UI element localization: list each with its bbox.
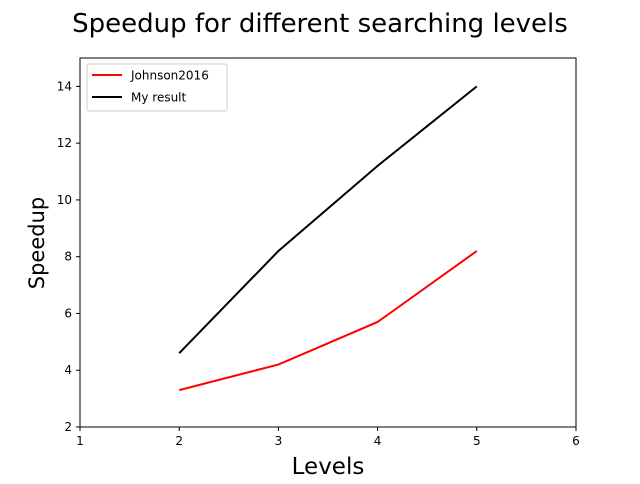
- y-tick-label: 10: [57, 193, 72, 207]
- y-tick-label: 14: [57, 79, 72, 93]
- y-tick-label: 12: [57, 136, 72, 150]
- x-axis: 1 2 3 4 5 6: [76, 427, 580, 448]
- series-line-1: [178, 250, 478, 392]
- y-tick-label: 6: [64, 306, 72, 320]
- x-tick-label: 2: [175, 434, 183, 448]
- y-tick-label: 8: [64, 250, 72, 264]
- y-axis: 2 4 6 8 10 12 14: [57, 79, 80, 434]
- x-tick-label: 3: [275, 434, 283, 448]
- plot-frame: [79, 57, 577, 428]
- x-tick-label: 6: [572, 434, 580, 448]
- x-tick-label: 4: [374, 434, 382, 448]
- x-axis-label: Levels: [292, 454, 365, 480]
- plot-area: [178, 85, 478, 392]
- y-axis-label: Speedup: [25, 197, 49, 289]
- legend: Johnson2016 My result: [86, 63, 228, 112]
- x-tick-label: 1: [76, 434, 84, 448]
- legend-label: Johnson2016: [130, 69, 209, 83]
- chart-title: Speedup for different searching levels: [72, 9, 568, 39]
- y-tick-label: 4: [64, 363, 72, 377]
- series-line-2: [178, 85, 478, 354]
- legend-label: My result: [131, 91, 187, 105]
- x-tick-label: 5: [473, 434, 481, 448]
- y-tick-label: 2: [64, 420, 72, 434]
